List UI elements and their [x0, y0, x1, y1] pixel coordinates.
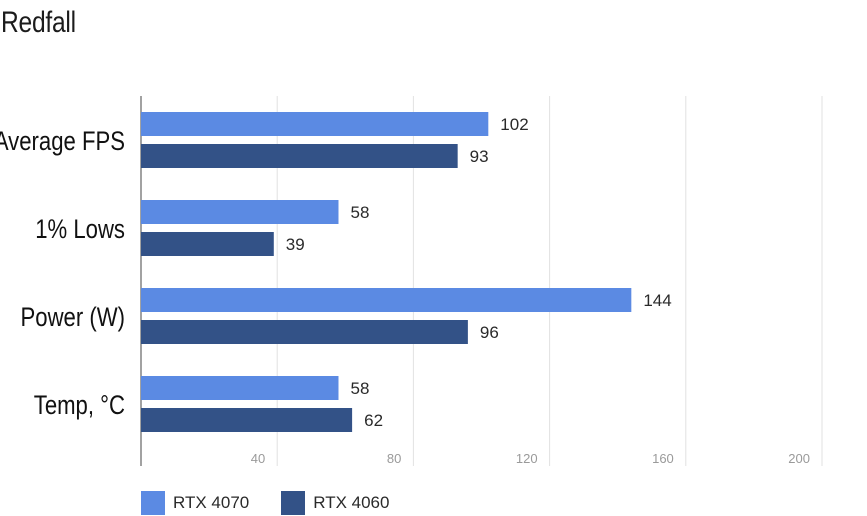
bar-chart: 102 93 58 39 144 96 58 62 Average FPS 1% Lows Pow… [0, 96, 823, 466]
legend-item-series-1[interactable]: RTX 4070 [141, 491, 249, 515]
bar-1-2[interactable] [141, 200, 339, 224]
data-label: 93 [470, 147, 489, 166]
legend-label-series-2: RTX 4060 [313, 493, 390, 512]
data-label: 102 [500, 115, 528, 134]
category-label: Temp, °C [34, 391, 125, 421]
data-label: 58 [350, 203, 369, 222]
bar-1-4[interactable] [141, 376, 339, 400]
legend: RTX 4070 RTX 4060 [141, 491, 421, 515]
category-labels: Average FPS 1% Lows Power (W) Temp, °C [0, 127, 125, 421]
bars: 102 93 58 39 144 96 58 62 [141, 112, 672, 432]
bar-1-1[interactable] [141, 112, 489, 136]
x-tick-label: 120 [516, 451, 538, 466]
x-tick-label: 80 [387, 451, 401, 466]
data-label: 144 [643, 291, 671, 310]
category-label: 1% Lows [35, 215, 125, 245]
category-label: Average FPS [0, 127, 125, 157]
legend-swatch-series-1 [141, 491, 165, 515]
x-tick-label: 40 [251, 451, 265, 466]
x-tick-label: 200 [788, 451, 810, 466]
bar-2-2[interactable] [141, 232, 274, 256]
x-tick-label: 160 [652, 451, 674, 466]
data-label: 62 [364, 411, 383, 430]
bar-2-3[interactable] [141, 320, 468, 344]
category-label: Power (W) [21, 303, 125, 333]
legend-swatch-series-2 [281, 491, 306, 515]
data-label: 39 [286, 235, 305, 254]
bar-2-4[interactable] [141, 408, 353, 432]
x-tick-labels: 40 80 120 160 200 [251, 451, 810, 466]
data-label: 96 [480, 323, 499, 342]
bar-2-1[interactable] [141, 144, 458, 168]
bar-1-3[interactable] [141, 288, 632, 312]
data-label: 58 [350, 379, 369, 398]
legend-item-series-2[interactable]: RTX 4060 [281, 491, 389, 515]
chart-title: Redfall [1, 6, 76, 39]
legend-label-series-1: RTX 4070 [173, 493, 250, 512]
